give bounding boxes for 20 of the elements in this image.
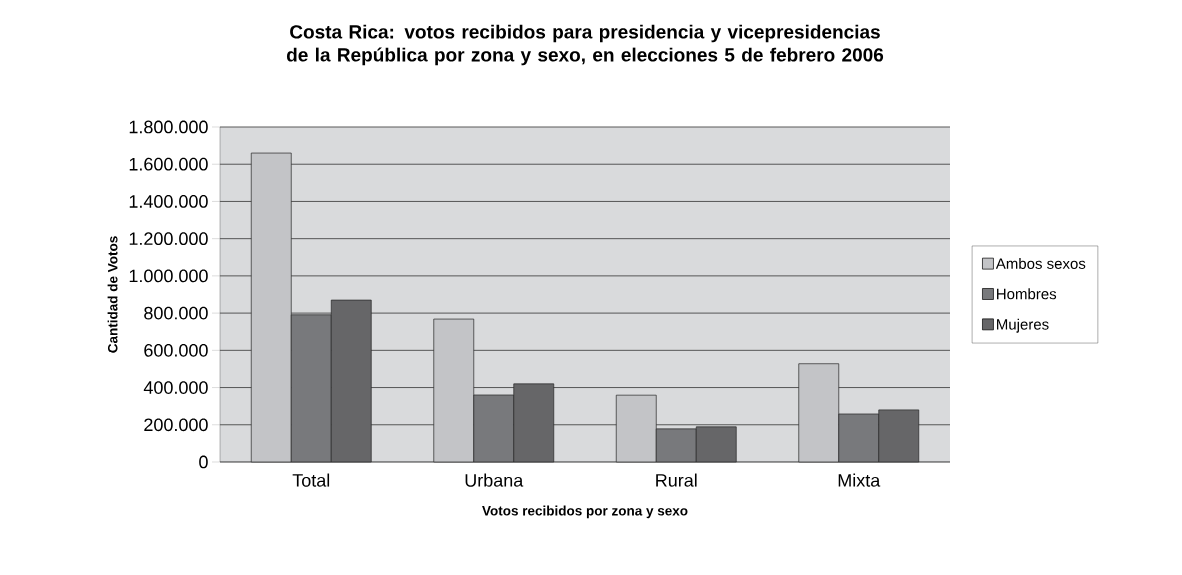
y-tick-label: 600.000 [144,343,208,357]
x-tick-label: Mixta [838,473,881,487]
y-tick-label: 1.200.000 [129,232,208,246]
x-tick-label: Rural [656,473,697,487]
legend-label: Hombres [997,288,1057,300]
y-tick-label: 200.000 [144,418,208,432]
x-tick-label: Urbana [465,473,524,487]
y-tick-label: 400.000 [143,381,208,394]
y-tick-label: 1.800.000 [129,120,208,134]
y-tick-label: 0 [199,455,208,469]
y-tick-label: 1.600.000 [129,157,208,171]
x-tick-label: Total [292,473,330,487]
y-tick-label: 800.000 [144,306,208,320]
y-axis-title: Cantidad de Votos [107,236,118,353]
chart-title: Costa Rica: votos recibidos para presidencia y vicepresidencias de la República por zona y sexo, en elecciones 5 de febrero 2006 [286,24,884,66]
x-axis-title: Votos recibidos por zona y sexo [482,505,688,519]
y-tick-label: 1.000.000 [129,269,208,283]
legend-label: Mujeres [997,318,1049,333]
legend-label: Ambos sexos [995,257,1086,269]
y-tick-label: 1.400.000 [129,195,208,208]
